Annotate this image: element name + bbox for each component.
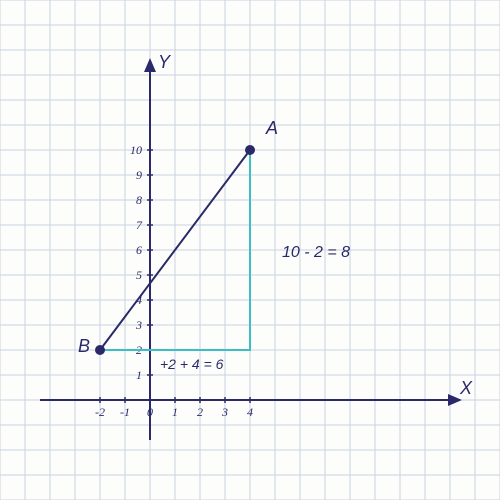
svg-text:3: 3 (221, 405, 228, 419)
svg-text:8: 8 (136, 193, 142, 207)
svg-text:1: 1 (172, 405, 178, 419)
svg-text:10: 10 (130, 143, 142, 157)
svg-text:5: 5 (136, 268, 142, 282)
svg-text:2: 2 (197, 405, 203, 419)
horizontal-calc-annotation: +2 + 4 = 6 (160, 356, 223, 372)
vertical-calc-annotation: 10 - 2 = 8 (282, 244, 350, 262)
svg-text:6: 6 (136, 243, 142, 257)
svg-text:-1: -1 (120, 405, 130, 419)
point-a-label: A (266, 118, 278, 139)
svg-text:7: 7 (136, 218, 143, 232)
svg-text:9: 9 (136, 168, 142, 182)
x-axis-label: X (460, 378, 472, 399)
y-axis-label: Y (158, 52, 170, 73)
svg-text:1: 1 (136, 368, 142, 382)
svg-text:3: 3 (135, 318, 142, 332)
graph-paper: -2-10123412345678910 Y X A B 10 - 2 = 8 … (0, 0, 500, 500)
point-b-label: B (78, 336, 90, 357)
svg-text:0: 0 (147, 405, 153, 419)
svg-text:-2: -2 (95, 405, 105, 419)
svg-text:4: 4 (247, 405, 253, 419)
chart-canvas: -2-10123412345678910 (0, 0, 500, 500)
